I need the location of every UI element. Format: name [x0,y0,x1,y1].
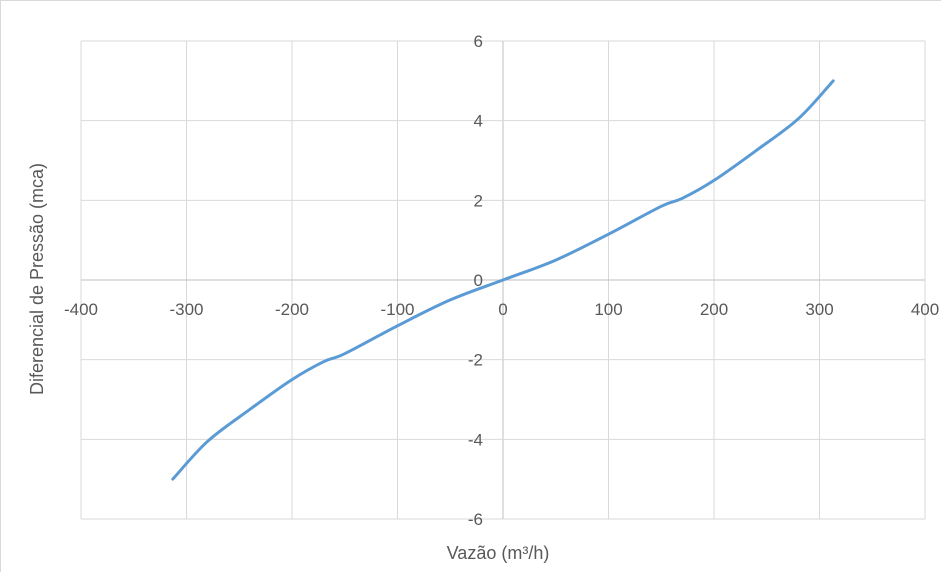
x-tick-label: -100 [380,300,414,319]
x-axis-title: Vazão (m³/h) [447,543,550,563]
x-tick-labels: -400 -300 -200 -100 0 100 200 300 400 [64,300,939,319]
series-line [171,79,835,481]
x-tick-label: 200 [700,300,728,319]
y-tick-label: -2 [468,351,483,370]
y-axis-title: Diferencial de Pressão (mca) [27,163,47,395]
y-tick-label: -4 [468,430,483,449]
y-tick-label: 2 [474,191,483,210]
y-tick-label: -6 [468,510,483,529]
y-tick-label: 0 [474,271,483,290]
x-tick-label: -400 [64,300,98,319]
y-tick-labels: -6 -4 -2 0 2 4 6 [468,32,483,529]
x-tick-label: 0 [498,300,507,319]
x-tick-label: -200 [275,300,309,319]
x-tick-label: 300 [805,300,833,319]
x-tick-label: -300 [169,300,203,319]
y-tick-label: 4 [474,112,483,131]
x-tick-label: 100 [594,300,622,319]
y-tick-label: 6 [474,32,483,51]
x-tick-label: 400 [911,300,939,319]
series-layer [171,79,835,481]
